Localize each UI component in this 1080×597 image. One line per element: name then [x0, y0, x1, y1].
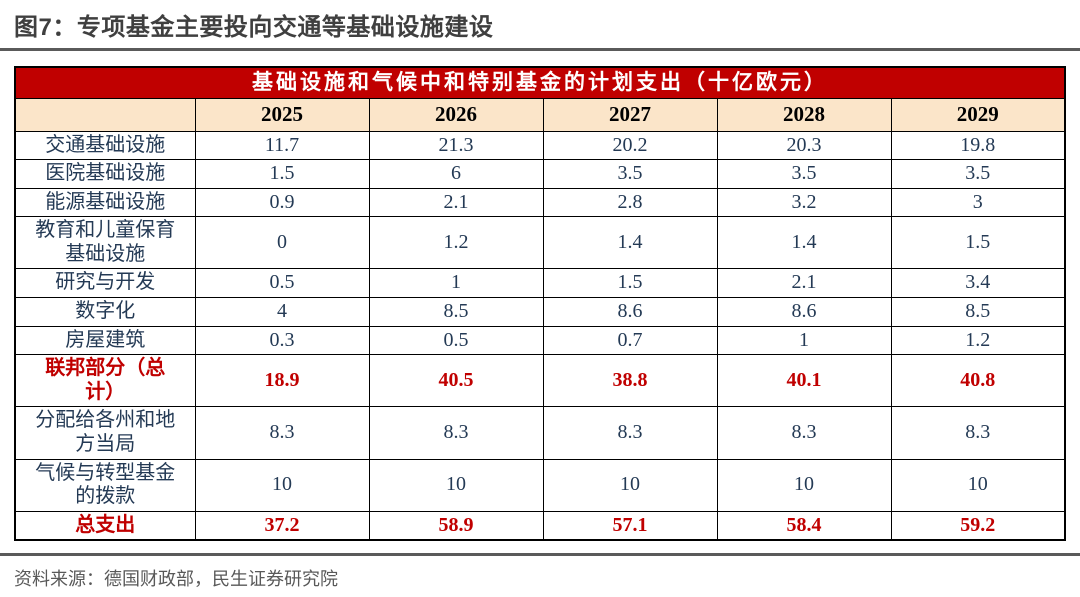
table-row: 房屋建筑 0.3 0.5 0.7 1 1.2: [14, 325, 1066, 356]
value-cell: 1.5: [194, 159, 370, 189]
fund-expenditure-table: 基础设施和气候中和特别基金的计划支出（十亿欧元） 2025 2026 2027 202…: [14, 66, 1067, 542]
value-cell: 58.4: [716, 510, 892, 541]
table-row: 联邦部分（总 计） 18.9 40.5 38.8 40.1 40.8: [14, 354, 1066, 408]
value-cell: 8.6: [542, 297, 718, 327]
value-cell: 4: [194, 297, 370, 327]
value-cell: 8.3: [716, 406, 892, 460]
value-cell: 2.1: [368, 187, 544, 218]
table-row: 总支出 37.2 58.9 57.1 58.4 59.2: [14, 510, 1066, 541]
value-cell: 8.3: [194, 406, 370, 460]
table-row: 数字化 4 8.5 8.6 8.6 8.5: [14, 297, 1066, 327]
year-header: 2025: [194, 97, 370, 132]
row-label-cell: 交通基础设施: [14, 130, 196, 161]
table-row: 交通基础设施 11.7 21.3 20.2 20.3 19.8: [14, 130, 1066, 161]
year-header-row: 2025 2026 2027 2028 2029: [14, 97, 1066, 132]
value-cell: 10: [194, 458, 370, 512]
value-cell: 40.8: [890, 354, 1066, 408]
value-cell: 20.3: [716, 130, 892, 161]
value-cell: 40.5: [368, 354, 544, 408]
row-label-cell: 能源基础设施: [14, 187, 196, 218]
value-cell: 38.8: [542, 354, 718, 408]
table-caption-row: 基础设施和气候中和特别基金的计划支出（十亿欧元）: [14, 66, 1066, 99]
table-body: 交通基础设施 11.7 21.3 20.2 20.3 19.8 医院基础设施 1.5 6 3.5 3…: [14, 130, 1066, 541]
value-cell: 10: [716, 458, 892, 512]
value-cell: 1.4: [716, 216, 892, 270]
year-header: 2029: [890, 97, 1066, 132]
year-header: 2026: [368, 97, 544, 132]
value-cell: 3.2: [716, 187, 892, 218]
value-cell: 3.5: [890, 159, 1066, 189]
value-cell: 8.3: [542, 406, 718, 460]
value-cell: 3.5: [716, 159, 892, 189]
value-cell: 1.5: [542, 268, 718, 299]
value-cell: 10: [542, 458, 718, 512]
value-cell: 6: [368, 159, 544, 189]
value-cell: 3.4: [890, 268, 1066, 299]
value-cell: 1.4: [542, 216, 718, 270]
table-row: 教育和儿童保育 基础设施 0 1.2 1.4 1.4 1.5: [14, 216, 1066, 270]
value-cell: 8.6: [716, 297, 892, 327]
value-cell: 8.3: [368, 406, 544, 460]
value-cell: 57.1: [542, 510, 718, 541]
figure-title: 图7：专项基金主要投向交通等基础设施建设: [14, 14, 494, 41]
value-cell: 3: [890, 187, 1066, 218]
row-label-cell: 数字化: [14, 297, 196, 327]
value-cell: 0: [194, 216, 370, 270]
table-row: 研究与开发 0.5 1 1.5 2.1 3.4: [14, 268, 1066, 299]
row-label-cell: 联邦部分（总 计）: [14, 354, 196, 408]
value-cell: 0.7: [542, 325, 718, 356]
table-row: 能源基础设施 0.9 2.1 2.8 3.2 3: [14, 187, 1066, 218]
value-cell: 3.5: [542, 159, 718, 189]
value-cell: 1.2: [890, 325, 1066, 356]
table-row: 分配给各州和地 方当局 8.3 8.3 8.3 8.3 8.3: [14, 406, 1066, 460]
value-cell: 10: [890, 458, 1066, 512]
value-cell: 19.8: [890, 130, 1066, 161]
value-cell: 20.2: [542, 130, 718, 161]
table-row: 医院基础设施 1.5 6 3.5 3.5 3.5: [14, 159, 1066, 189]
value-cell: 1.2: [368, 216, 544, 270]
value-cell: 2.8: [542, 187, 718, 218]
table-caption: 基础设施和气候中和特别基金的计划支出（十亿欧元）: [14, 66, 1066, 99]
value-cell: 8.5: [368, 297, 544, 327]
value-cell: 8.3: [890, 406, 1066, 460]
value-cell: 1: [716, 325, 892, 356]
value-cell: 59.2: [890, 510, 1066, 541]
value-cell: 58.9: [368, 510, 544, 541]
value-cell: 2.1: [716, 268, 892, 299]
value-cell: 1.5: [890, 216, 1066, 270]
source-note: 资料来源：德国财政部，民生证券研究院: [14, 569, 338, 590]
value-cell: 0.3: [194, 325, 370, 356]
value-cell: 8.5: [890, 297, 1066, 327]
value-cell: 1: [368, 268, 544, 299]
year-header: 2027: [542, 97, 718, 132]
value-cell: 21.3: [368, 130, 544, 161]
value-cell: 18.9: [194, 354, 370, 408]
row-label-cell: 医院基础设施: [14, 159, 196, 189]
title-divider: [0, 48, 1080, 51]
table-row: 气候与转型基金 的拨款 10 10 10 10 10: [14, 458, 1066, 512]
row-label-cell: 总支出: [14, 510, 196, 541]
row-label-cell: 分配给各州和地 方当局: [14, 406, 196, 460]
value-cell: 37.2: [194, 510, 370, 541]
row-label-cell: 气候与转型基金 的拨款: [14, 458, 196, 512]
value-cell: 10: [368, 458, 544, 512]
value-cell: 0.9: [194, 187, 370, 218]
value-cell: 0.5: [194, 268, 370, 299]
row-label-cell: 研究与开发: [14, 268, 196, 299]
row-label-cell: 房屋建筑: [14, 325, 196, 356]
corner-header: [14, 97, 196, 132]
value-cell: 40.1: [716, 354, 892, 408]
value-cell: 11.7: [194, 130, 370, 161]
year-header: 2028: [716, 97, 892, 132]
footer-divider: [0, 553, 1080, 557]
value-cell: 0.5: [368, 325, 544, 356]
row-label-cell: 教育和儿童保育 基础设施: [14, 216, 196, 270]
